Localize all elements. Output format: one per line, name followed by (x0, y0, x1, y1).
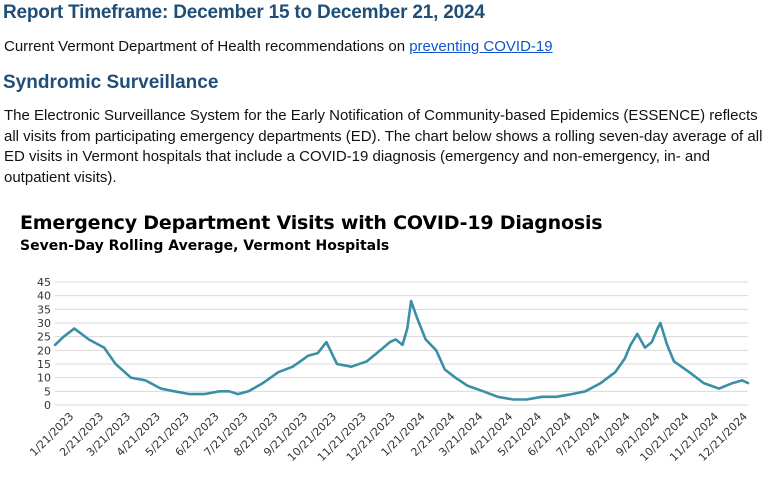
preventing-covid-link[interactable]: preventing COVID-19 (409, 38, 553, 55)
y-tick-label: 15 (37, 358, 51, 371)
y-tick-label: 20 (37, 344, 51, 357)
y-tick-label: 45 (37, 276, 51, 289)
y-tick-label: 40 (37, 290, 51, 303)
chart-subtitle: Seven-Day Rolling Average, Vermont Hospi… (20, 238, 390, 254)
section-title: Syndromic Surveillance (3, 72, 219, 93)
recommendations-line: Current Vermont Department of Health rec… (4, 38, 553, 55)
y-tick-label: 0 (44, 399, 51, 412)
recommendations-text: Current Vermont Department of Health rec… (4, 38, 410, 55)
chart-title: Emergency Department Visits with COVID-1… (20, 212, 603, 234)
report-timeframe-heading: Report Timeframe: December 15 to Decembe… (3, 2, 485, 23)
covid-ed-visits-line (53, 299, 750, 401)
y-tick-label: 35 (37, 303, 51, 316)
description-paragraph: The Electronic Surveillance System for t… (4, 107, 763, 186)
y-tick-label: 10 (37, 372, 51, 385)
y-tick-label: 30 (37, 317, 51, 330)
y-tick-label: 25 (37, 331, 51, 344)
y-tick-label: 5 (44, 385, 51, 398)
